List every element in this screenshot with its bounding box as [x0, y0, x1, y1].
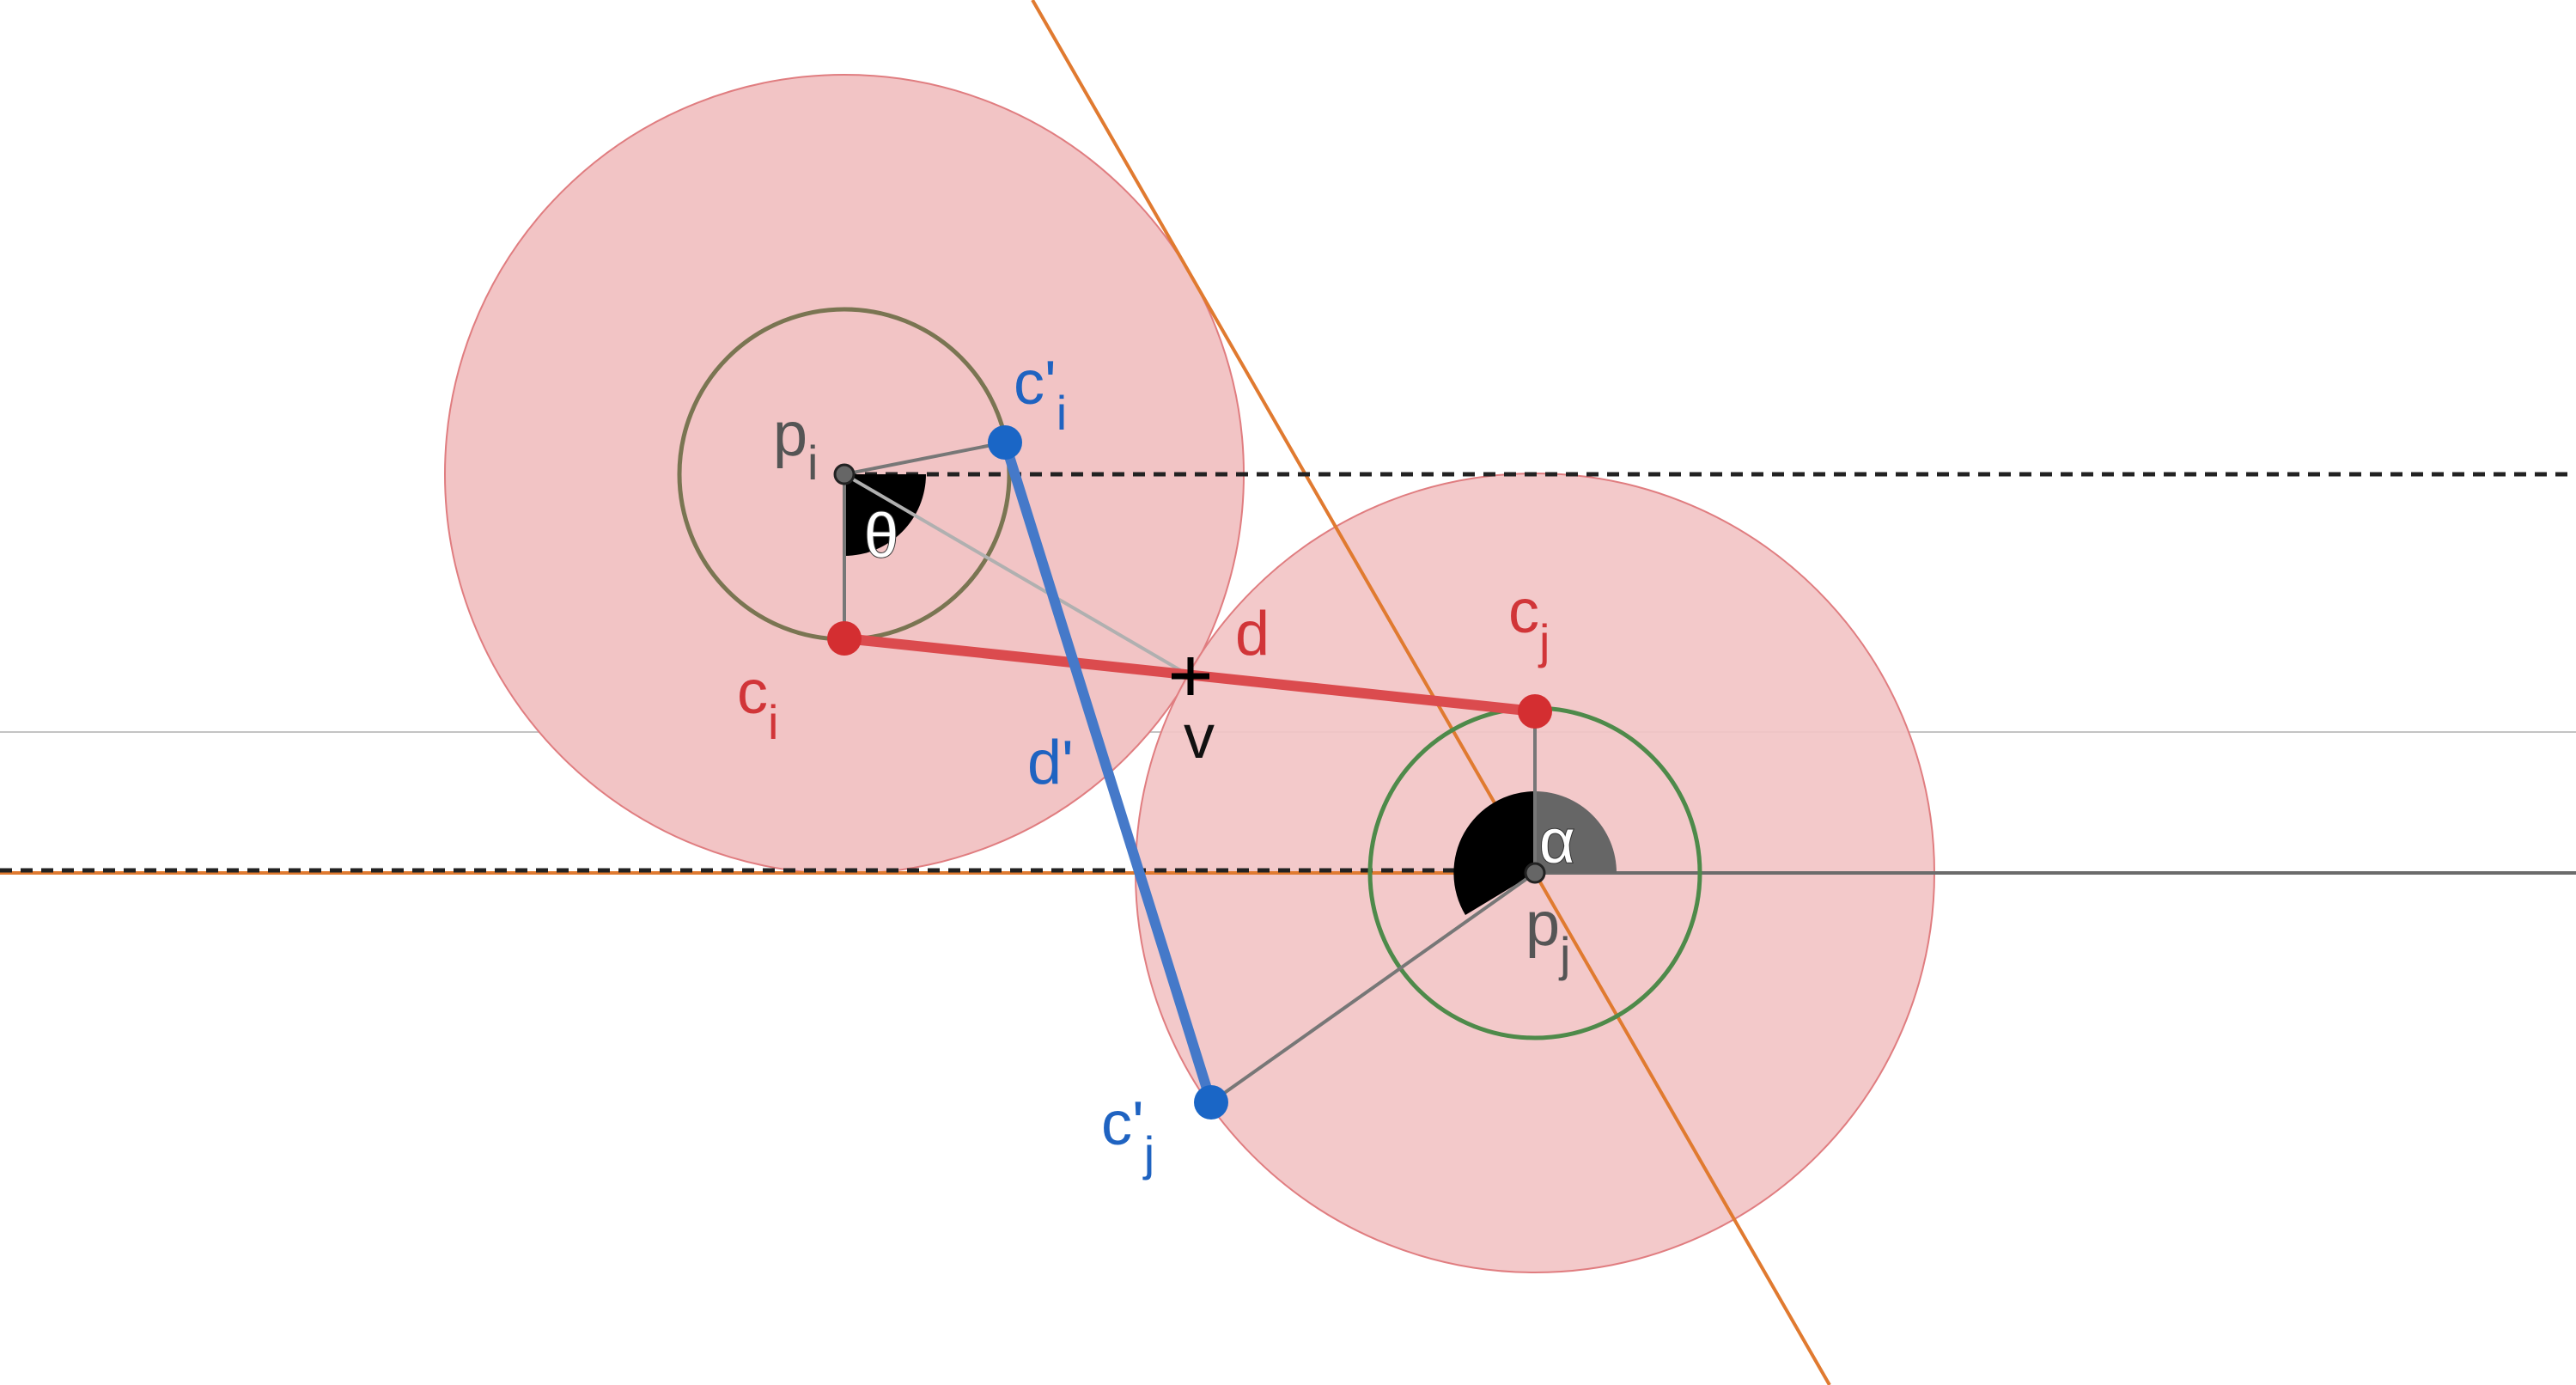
point-c-prime-i — [988, 425, 1022, 460]
segment-d-prime — [1000, 441, 1216, 1104]
point-c-prime-j — [1194, 1085, 1228, 1120]
theta-angle-wedge — [844, 474, 926, 556]
label-v: v — [1184, 703, 1215, 772]
line-pi-to-v — [843, 473, 1192, 678]
label-c-j: cj — [1508, 577, 1550, 668]
label-d: d — [1235, 600, 1270, 668]
label-c-i: ci — [737, 658, 778, 749]
point-c-j — [1518, 694, 1552, 729]
label-c-prime-j: c'j — [1101, 1089, 1154, 1181]
label-c-prime-i: c'i — [1014, 349, 1067, 440]
orange-tangent-line — [1031, 0, 1831, 1385]
label-p-j: pj — [1526, 890, 1571, 981]
point-p-j — [1524, 862, 1546, 884]
label-d-prime: d' — [1027, 729, 1074, 797]
alpha-angle-wedge-gray — [1535, 791, 1617, 873]
cross-v-marker — [1172, 657, 1209, 695]
radius-pj-to-cprime-j — [1209, 871, 1537, 1104]
label-p-i: pi — [773, 400, 819, 490]
alpha-angle-wedge-dark — [1453, 791, 1535, 915]
point-c-i — [827, 621, 862, 656]
label-alpha: α — [1539, 808, 1575, 876]
radius-pi-to-cprime-i — [843, 441, 1006, 476]
label-theta: θ — [864, 502, 898, 570]
point-p-i — [833, 463, 856, 485]
